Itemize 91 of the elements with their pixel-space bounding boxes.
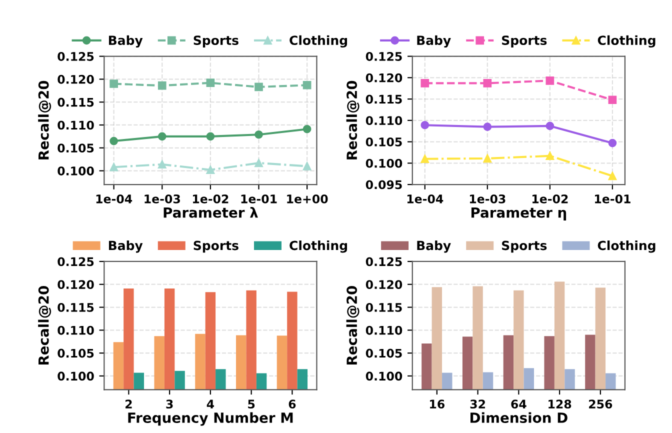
x-tick-label: 1e-04: [96, 194, 132, 204]
x-tick-label: 1e-03: [144, 194, 180, 204]
point: [110, 136, 118, 146]
y-tick-label: 0.105: [366, 138, 402, 146]
y-tick-label: 0.110: [366, 326, 402, 335]
x-axis-title: Parameter λ: [164, 207, 258, 218]
y-axis-title: Recall@20: [346, 80, 360, 160]
x-tick-label: 1e-03: [470, 194, 506, 204]
legend-label: Baby: [108, 35, 143, 48]
legend-label: Sports: [502, 36, 547, 48]
x-tick-label: 1e-02: [532, 194, 568, 204]
y-axis-title: Recall@20: [38, 80, 52, 160]
point: [483, 79, 492, 88]
y-tick-label: 0.100: [366, 158, 402, 168]
y-tick-label: 0.125: [58, 52, 94, 61]
point: [110, 162, 118, 172]
point: [420, 154, 430, 164]
x-tick-label: 1e+00: [287, 194, 328, 204]
point: [546, 76, 554, 85]
x-tick-label: 3: [166, 400, 173, 409]
x-tick-label: 128: [548, 400, 572, 409]
x-tick-label: 32: [470, 400, 485, 409]
y-tick-label: 0.095: [366, 180, 402, 190]
x-tick-label: 5: [248, 400, 255, 409]
legend-label: Sports: [194, 36, 238, 48]
point: [420, 79, 430, 88]
x-tick-label: 1e-01: [241, 194, 277, 204]
y-tick-label: 0.115: [58, 98, 94, 107]
x-axis-title: Parameter η: [471, 207, 566, 221]
x-axis-title: Frequency Number M: [128, 412, 293, 426]
point: [254, 82, 263, 92]
x-tick-label: 256: [589, 400, 612, 409]
point: [483, 122, 492, 131]
y-tick-label: 0.110: [58, 326, 94, 335]
point: [608, 138, 617, 148]
legend-label: Clothing: [598, 240, 656, 253]
y-tick-label: 0.110: [366, 116, 402, 126]
y-tick-label: 0.120: [58, 74, 94, 84]
legend-label: Sports: [194, 240, 238, 253]
point: [546, 122, 554, 130]
y-tick-label: 0.100: [366, 372, 402, 381]
point: [420, 120, 430, 130]
y-tick-label: 0.115: [366, 302, 402, 312]
point: [483, 154, 492, 163]
y-tick-label: 0.120: [366, 280, 402, 290]
point: [206, 166, 215, 174]
legend-label: Clothing: [290, 35, 348, 48]
y-axis-title: Recall@20: [346, 286, 360, 365]
point: [110, 80, 118, 88]
x-tick-label: 1e-02: [193, 194, 228, 204]
legend-label: Baby: [108, 240, 143, 253]
y-tick-label: 0.110: [58, 120, 94, 130]
legend-label: Clothing: [290, 240, 348, 253]
x-tick-label: 64: [511, 400, 526, 409]
y-tick-label: 0.120: [58, 280, 94, 290]
y-tick-label: 0.105: [366, 348, 402, 358]
point: [254, 130, 263, 139]
point: [546, 152, 554, 160]
y-tick-label: 0.125: [366, 52, 402, 61]
y-tick-label: 0.105: [58, 144, 94, 153]
x-tick-label: 6: [288, 400, 296, 409]
x-tick-label: 16: [430, 400, 444, 409]
y-tick-label: 0.115: [366, 94, 402, 104]
y-tick-label: 0.105: [58, 348, 94, 358]
point: [608, 172, 617, 180]
point: [158, 160, 166, 169]
point: [158, 132, 166, 141]
point: [206, 132, 215, 141]
point: [302, 80, 312, 90]
legend-label: Clothing: [598, 35, 656, 48]
x-tick-label: 2: [126, 400, 132, 408]
y-tick-label: 0.120: [366, 73, 402, 82]
y-tick-label: 0.100: [58, 166, 94, 176]
legend-label: Baby: [417, 240, 451, 253]
x-tick-label: 4: [206, 400, 214, 408]
legend-label: Baby: [417, 35, 451, 48]
y-tick-label: 0.125: [366, 257, 402, 266]
point: [206, 78, 215, 88]
y-tick-label: 0.100: [58, 372, 94, 381]
x-tick-label: 1e-04: [407, 194, 444, 204]
y-tick-label: 0.125: [58, 257, 94, 266]
legend-label: Sports: [502, 240, 547, 253]
point: [302, 124, 312, 134]
point: [254, 158, 263, 168]
point: [608, 96, 617, 104]
y-tick-label: 0.115: [58, 302, 94, 312]
y-axis-title: Recall@20: [38, 286, 52, 365]
point: [158, 81, 166, 90]
x-axis-title: Dimension D: [470, 412, 568, 423]
point: [302, 162, 312, 170]
x-tick-label: 1e-01: [595, 194, 630, 204]
